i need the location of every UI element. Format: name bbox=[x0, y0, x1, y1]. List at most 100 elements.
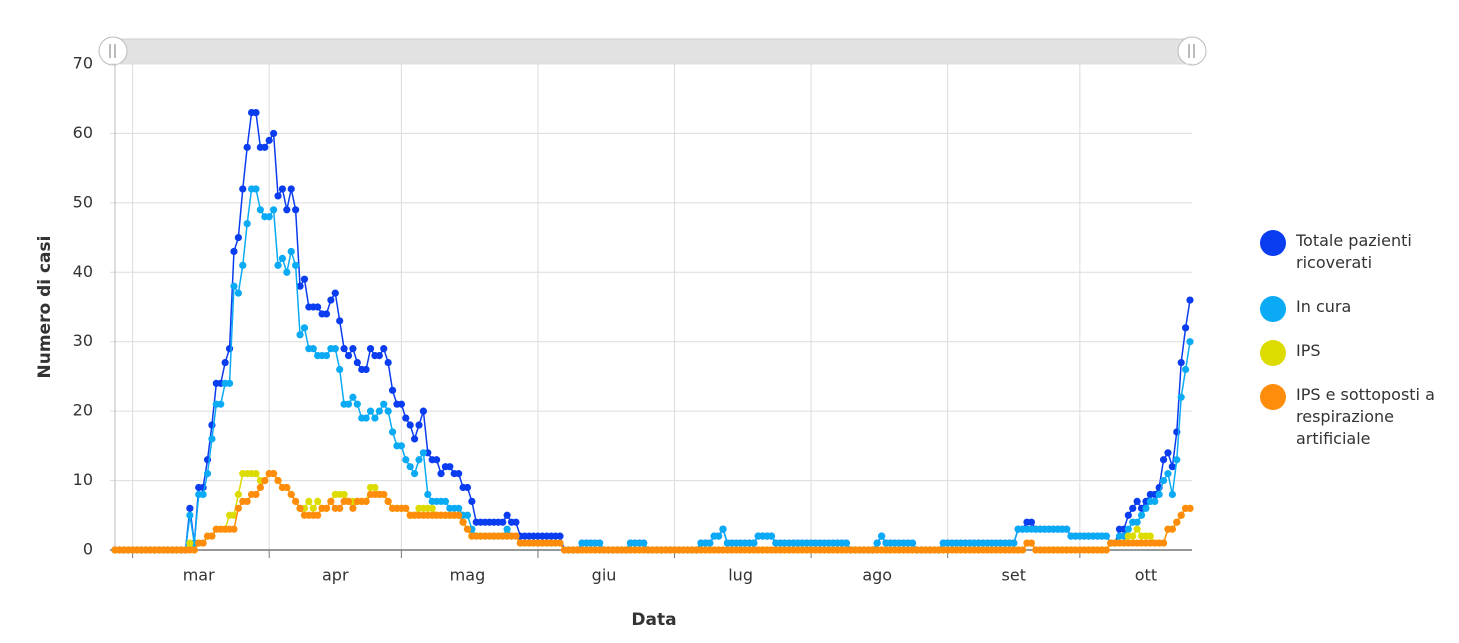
y-tick-label: 30 bbox=[73, 331, 93, 350]
data-point bbox=[1173, 518, 1181, 526]
data-point bbox=[1168, 463, 1176, 471]
data-point bbox=[1155, 490, 1163, 499]
data-point bbox=[406, 421, 414, 429]
y-tick-label: 40 bbox=[73, 262, 93, 281]
data-point bbox=[556, 539, 564, 547]
data-point bbox=[375, 407, 383, 415]
data-point bbox=[265, 136, 273, 144]
data-point bbox=[375, 352, 383, 360]
data-point bbox=[415, 456, 423, 464]
data-point bbox=[203, 470, 212, 478]
range-scrollbar[interactable] bbox=[112, 38, 1193, 65]
data-point bbox=[287, 490, 295, 499]
data-point bbox=[1146, 532, 1154, 540]
data-point bbox=[344, 497, 353, 505]
legend-label: IPS bbox=[1296, 341, 1321, 360]
legend-label: In cura bbox=[1296, 297, 1352, 316]
data-point bbox=[1027, 518, 1035, 526]
data-point bbox=[336, 504, 344, 512]
data-point bbox=[419, 449, 428, 457]
data-point bbox=[468, 497, 476, 505]
data-point bbox=[270, 206, 278, 214]
data-point bbox=[283, 268, 291, 276]
legend-swatch bbox=[1260, 296, 1286, 322]
data-point bbox=[384, 358, 392, 367]
data-point bbox=[1133, 497, 1141, 505]
legend-item[interactable]: IPS bbox=[1260, 340, 1455, 366]
data-point bbox=[287, 185, 295, 193]
data-point bbox=[1027, 539, 1035, 547]
data-point bbox=[331, 345, 339, 353]
x-tick-label: mar bbox=[183, 566, 215, 585]
data-point bbox=[1133, 518, 1141, 526]
data-point bbox=[424, 490, 432, 499]
y-tick-label: 0 bbox=[83, 540, 93, 559]
data-point bbox=[371, 414, 379, 422]
data-point bbox=[252, 185, 260, 193]
data-point bbox=[455, 504, 463, 512]
data-point bbox=[463, 483, 472, 492]
data-point bbox=[353, 358, 361, 367]
series-line bbox=[115, 111, 1191, 551]
data-point bbox=[305, 497, 313, 505]
data-point bbox=[1159, 456, 1168, 464]
legend-item[interactable]: In cura bbox=[1260, 296, 1455, 322]
handle-grip bbox=[109, 44, 116, 58]
data-point bbox=[349, 504, 357, 512]
data-point bbox=[459, 518, 467, 526]
data-point bbox=[1129, 532, 1137, 540]
series-line bbox=[115, 188, 1191, 551]
legend-item[interactable]: Totale pazienti ricoverati bbox=[1260, 230, 1455, 274]
data-point bbox=[314, 303, 322, 311]
data-point bbox=[221, 358, 229, 367]
data-point bbox=[256, 206, 264, 214]
data-point bbox=[402, 504, 410, 512]
data-point bbox=[336, 317, 344, 325]
data-point bbox=[322, 352, 331, 360]
data-point bbox=[208, 532, 216, 540]
data-point bbox=[1137, 511, 1146, 519]
legend-item[interactable]: IPS e sottoposti a respirazione artifici… bbox=[1260, 384, 1455, 450]
data-point bbox=[719, 525, 727, 533]
y-axis-title: Numero di casi bbox=[35, 236, 55, 379]
data-point bbox=[877, 532, 886, 540]
data-point bbox=[499, 518, 507, 526]
x-tick-label: set bbox=[1002, 566, 1026, 585]
data-point bbox=[1010, 539, 1018, 547]
data-point bbox=[1186, 296, 1194, 304]
data-point bbox=[640, 539, 648, 547]
data-point bbox=[340, 345, 348, 353]
x-tick-label: mag bbox=[450, 566, 486, 585]
range-handle-right[interactable] bbox=[1177, 36, 1207, 66]
legend-label: Totale pazienti ricoverati bbox=[1296, 231, 1412, 272]
data-point bbox=[1177, 393, 1185, 401]
data-point bbox=[300, 275, 309, 283]
data-point bbox=[243, 220, 251, 228]
data-point bbox=[1164, 470, 1172, 478]
data-point bbox=[1186, 504, 1194, 512]
x-tick-label: ott bbox=[1135, 566, 1157, 585]
data-point bbox=[380, 490, 388, 499]
data-point bbox=[908, 539, 917, 547]
data-point bbox=[366, 345, 375, 353]
x-tick-label: lug bbox=[728, 566, 753, 585]
data-point bbox=[300, 324, 309, 332]
data-point bbox=[1159, 539, 1168, 547]
data-point bbox=[340, 490, 348, 499]
data-point bbox=[186, 539, 194, 547]
data-point bbox=[1181, 365, 1190, 374]
data-point bbox=[309, 504, 317, 512]
data-point bbox=[239, 185, 247, 193]
series bbox=[111, 185, 1194, 554]
data-point bbox=[309, 345, 317, 353]
data-point bbox=[446, 463, 454, 471]
data-point bbox=[371, 483, 379, 492]
data-point bbox=[230, 247, 238, 256]
range-handle-left[interactable] bbox=[98, 36, 128, 66]
y-tick-label: 70 bbox=[73, 54, 93, 73]
data-point bbox=[252, 470, 260, 478]
data-point bbox=[283, 483, 291, 492]
data-point bbox=[234, 289, 242, 297]
data-point bbox=[292, 206, 300, 214]
